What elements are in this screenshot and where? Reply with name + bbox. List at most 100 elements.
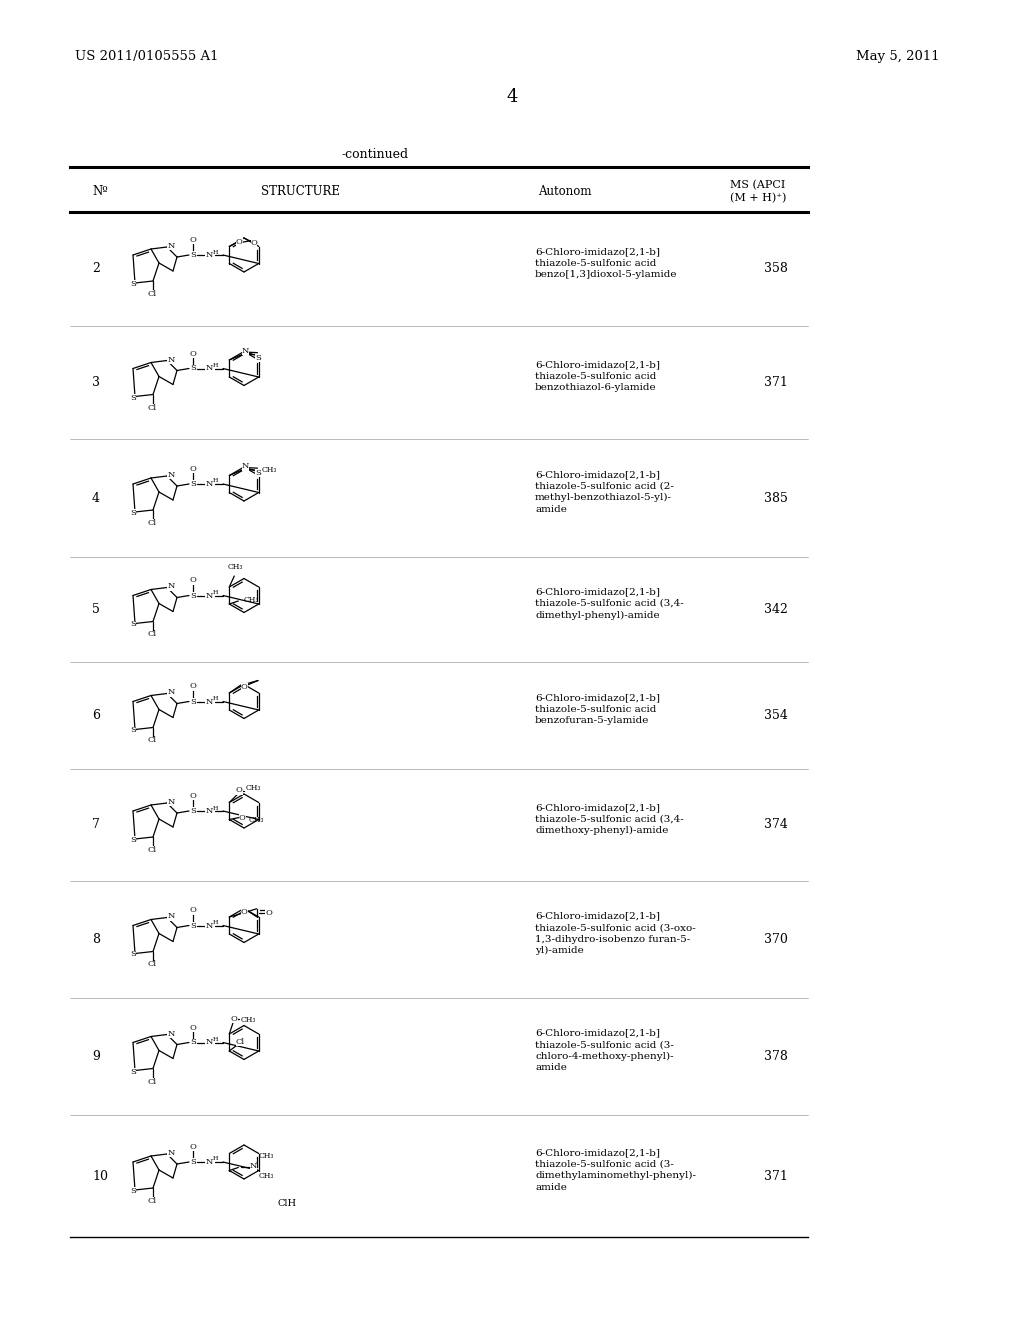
Text: Cl: Cl — [147, 737, 157, 744]
Text: Cl: Cl — [147, 961, 157, 969]
Text: 6-Chloro-imidazo[2,1-b]
thiazole-5-sulfonic acid
benzofuran-5-ylamide: 6-Chloro-imidazo[2,1-b] thiazole-5-sulfo… — [535, 693, 660, 726]
Text: S: S — [130, 836, 136, 843]
Text: S: S — [190, 1158, 196, 1166]
Text: CH₃: CH₃ — [262, 466, 278, 474]
Text: US 2011/0105555 A1: US 2011/0105555 A1 — [75, 50, 218, 63]
Text: N: N — [242, 347, 249, 355]
Text: Cl: Cl — [147, 404, 157, 412]
Text: Nº: Nº — [92, 185, 108, 198]
Text: O: O — [189, 577, 197, 585]
Text: STRUCTURE: STRUCTURE — [260, 185, 340, 198]
Text: 370: 370 — [764, 933, 787, 946]
Text: CH₃: CH₃ — [258, 1151, 273, 1159]
Text: ClH: ClH — [278, 1200, 297, 1209]
Text: O: O — [189, 465, 197, 473]
Text: CH₃: CH₃ — [227, 564, 243, 572]
Text: Autonom: Autonom — [539, 185, 592, 198]
Text: N: N — [167, 471, 175, 479]
Text: N: N — [167, 1030, 175, 1038]
Text: 10: 10 — [92, 1170, 108, 1183]
Text: 5: 5 — [92, 603, 100, 616]
Text: N: N — [206, 807, 213, 814]
Text: N: N — [167, 912, 175, 920]
Text: 6: 6 — [92, 709, 100, 722]
Text: N: N — [206, 697, 213, 705]
Text: O: O — [189, 1143, 197, 1151]
Text: S: S — [190, 251, 196, 259]
Text: N: N — [167, 355, 175, 363]
Text: S: S — [255, 469, 261, 477]
Text: -continued: -continued — [341, 148, 409, 161]
Text: Cl: Cl — [147, 846, 157, 854]
Text: Cl: Cl — [147, 1197, 157, 1205]
Text: CH₃: CH₃ — [244, 597, 259, 605]
Text: N: N — [167, 1148, 175, 1158]
Text: Cl: Cl — [147, 290, 157, 298]
Text: O: O — [189, 1023, 197, 1031]
Text: CH₃: CH₃ — [258, 1172, 273, 1180]
Text: 6-Chloro-imidazo[2,1-b]
thiazole-5-sulfonic acid (3-oxo-
1,3-dihydro-isobenzo fu: 6-Chloro-imidazo[2,1-b] thiazole-5-sulfo… — [535, 912, 695, 956]
Text: O: O — [236, 238, 243, 246]
Text: O: O — [239, 813, 246, 821]
Text: O: O — [189, 350, 197, 358]
Text: S: S — [130, 393, 136, 401]
Text: H: H — [213, 696, 218, 701]
Text: 8: 8 — [92, 933, 100, 946]
Text: N: N — [206, 921, 213, 929]
Text: H: H — [213, 479, 218, 483]
Text: O: O — [189, 682, 197, 690]
Text: S: S — [130, 726, 136, 734]
Text: CH₃: CH₃ — [246, 784, 261, 792]
Text: H: H — [213, 920, 218, 925]
Text: S: S — [130, 510, 136, 517]
Text: Cl: Cl — [236, 1038, 245, 1045]
Text: CH₃: CH₃ — [241, 1016, 256, 1024]
Text: 6-Chloro-imidazo[2,1-b]
thiazole-5-sulfonic acid
benzothiazol-6-ylamide: 6-Chloro-imidazo[2,1-b] thiazole-5-sulfo… — [535, 360, 660, 392]
Text: 371: 371 — [764, 1170, 787, 1183]
Text: N: N — [206, 364, 213, 372]
Text: 4: 4 — [506, 88, 518, 106]
Text: May 5, 2011: May 5, 2011 — [856, 50, 940, 63]
Text: S: S — [130, 1187, 136, 1195]
Text: O: O — [241, 908, 248, 916]
Text: O: O — [189, 792, 197, 800]
Text: 4: 4 — [92, 491, 100, 504]
Text: N: N — [206, 1158, 213, 1166]
Text: 378: 378 — [764, 1049, 787, 1063]
Text: S: S — [130, 1068, 136, 1076]
Text: 6-Chloro-imidazo[2,1-b]
thiazole-5-sulfonic acid (3,4-
dimethyl-phenyl)-amide: 6-Chloro-imidazo[2,1-b] thiazole-5-sulfo… — [535, 587, 684, 619]
Text: H: H — [213, 1038, 218, 1041]
Text: 358: 358 — [764, 263, 787, 276]
Text: 6-Chloro-imidazo[2,1-b]
thiazole-5-sulfonic acid (3,4-
dimethoxy-phenyl)-amide: 6-Chloro-imidazo[2,1-b] thiazole-5-sulfo… — [535, 803, 684, 836]
Text: H: H — [213, 1156, 218, 1162]
Text: S: S — [190, 697, 196, 705]
Text: 3: 3 — [92, 376, 100, 389]
Text: N: N — [167, 689, 175, 697]
Text: N: N — [206, 1039, 213, 1047]
Text: 9: 9 — [92, 1049, 100, 1063]
Text: N: N — [250, 1163, 257, 1171]
Text: H: H — [213, 363, 218, 368]
Text: 354: 354 — [764, 709, 787, 722]
Text: H: H — [213, 805, 218, 810]
Text: 374: 374 — [764, 818, 787, 832]
Text: 385: 385 — [764, 491, 787, 504]
Text: O: O — [189, 907, 197, 915]
Text: N: N — [206, 251, 213, 259]
Text: 6-Chloro-imidazo[2,1-b]
thiazole-5-sulfonic acid (2-
methyl-benzothiazol-5-yl)-
: 6-Chloro-imidazo[2,1-b] thiazole-5-sulfo… — [535, 470, 674, 513]
Text: 2: 2 — [92, 263, 100, 276]
Text: O: O — [236, 787, 243, 795]
Text: N: N — [206, 591, 213, 599]
Text: O: O — [230, 1015, 238, 1023]
Text: S: S — [130, 620, 136, 628]
Text: 6-Chloro-imidazo[2,1-b]
thiazole-5-sulfonic acid (3-
dimethylaminomethyl-phenyl): 6-Chloro-imidazo[2,1-b] thiazole-5-sulfo… — [535, 1148, 696, 1192]
Text: 371: 371 — [764, 376, 787, 389]
Text: N: N — [167, 582, 175, 590]
Text: S: S — [130, 280, 136, 288]
Text: N: N — [242, 462, 249, 470]
Text: S: S — [190, 1039, 196, 1047]
Text: Cl: Cl — [147, 1077, 157, 1085]
Text: H: H — [213, 249, 218, 255]
Text: S: S — [255, 354, 261, 362]
Text: 342: 342 — [764, 603, 787, 616]
